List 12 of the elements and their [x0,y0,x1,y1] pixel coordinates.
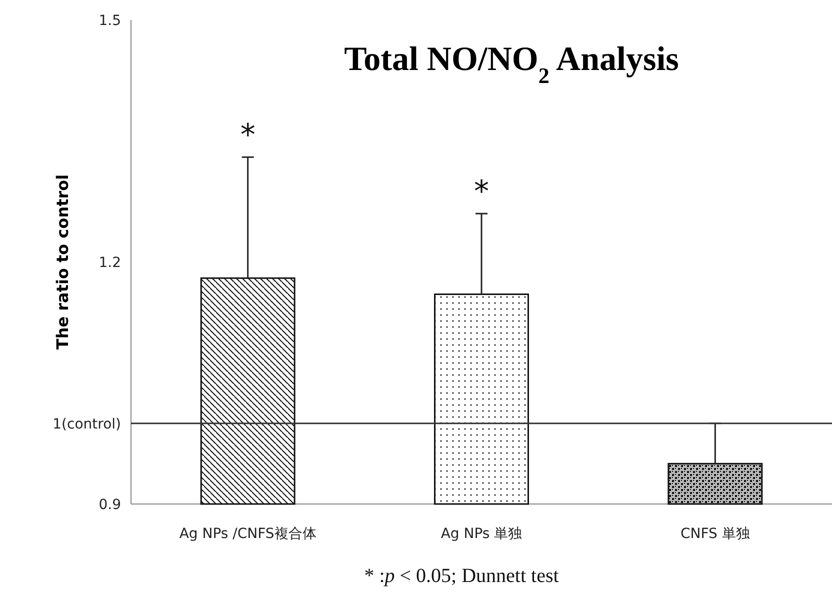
y-tick-label: 1.2 [98,255,121,271]
y-tick-label: 1(control) [52,416,121,432]
x-tick-label: Ag NPs 単独 [440,526,522,542]
x-tick-label: Ag NPs /CNFS複合体 [179,526,316,542]
text: Total NO/NO$_{2}$ Analysis [344,41,679,88]
y-tick-label: 0.9 [98,497,121,513]
y-tick-label: 1.5 [98,13,121,29]
text: * :p < 0.05; Dunnett test [364,565,560,587]
y-axis-title: The ratio to control [53,174,72,350]
annotation: * [474,174,489,210]
annotation: * [240,118,256,154]
x-tick-label: CNFS 単独 [680,526,750,542]
